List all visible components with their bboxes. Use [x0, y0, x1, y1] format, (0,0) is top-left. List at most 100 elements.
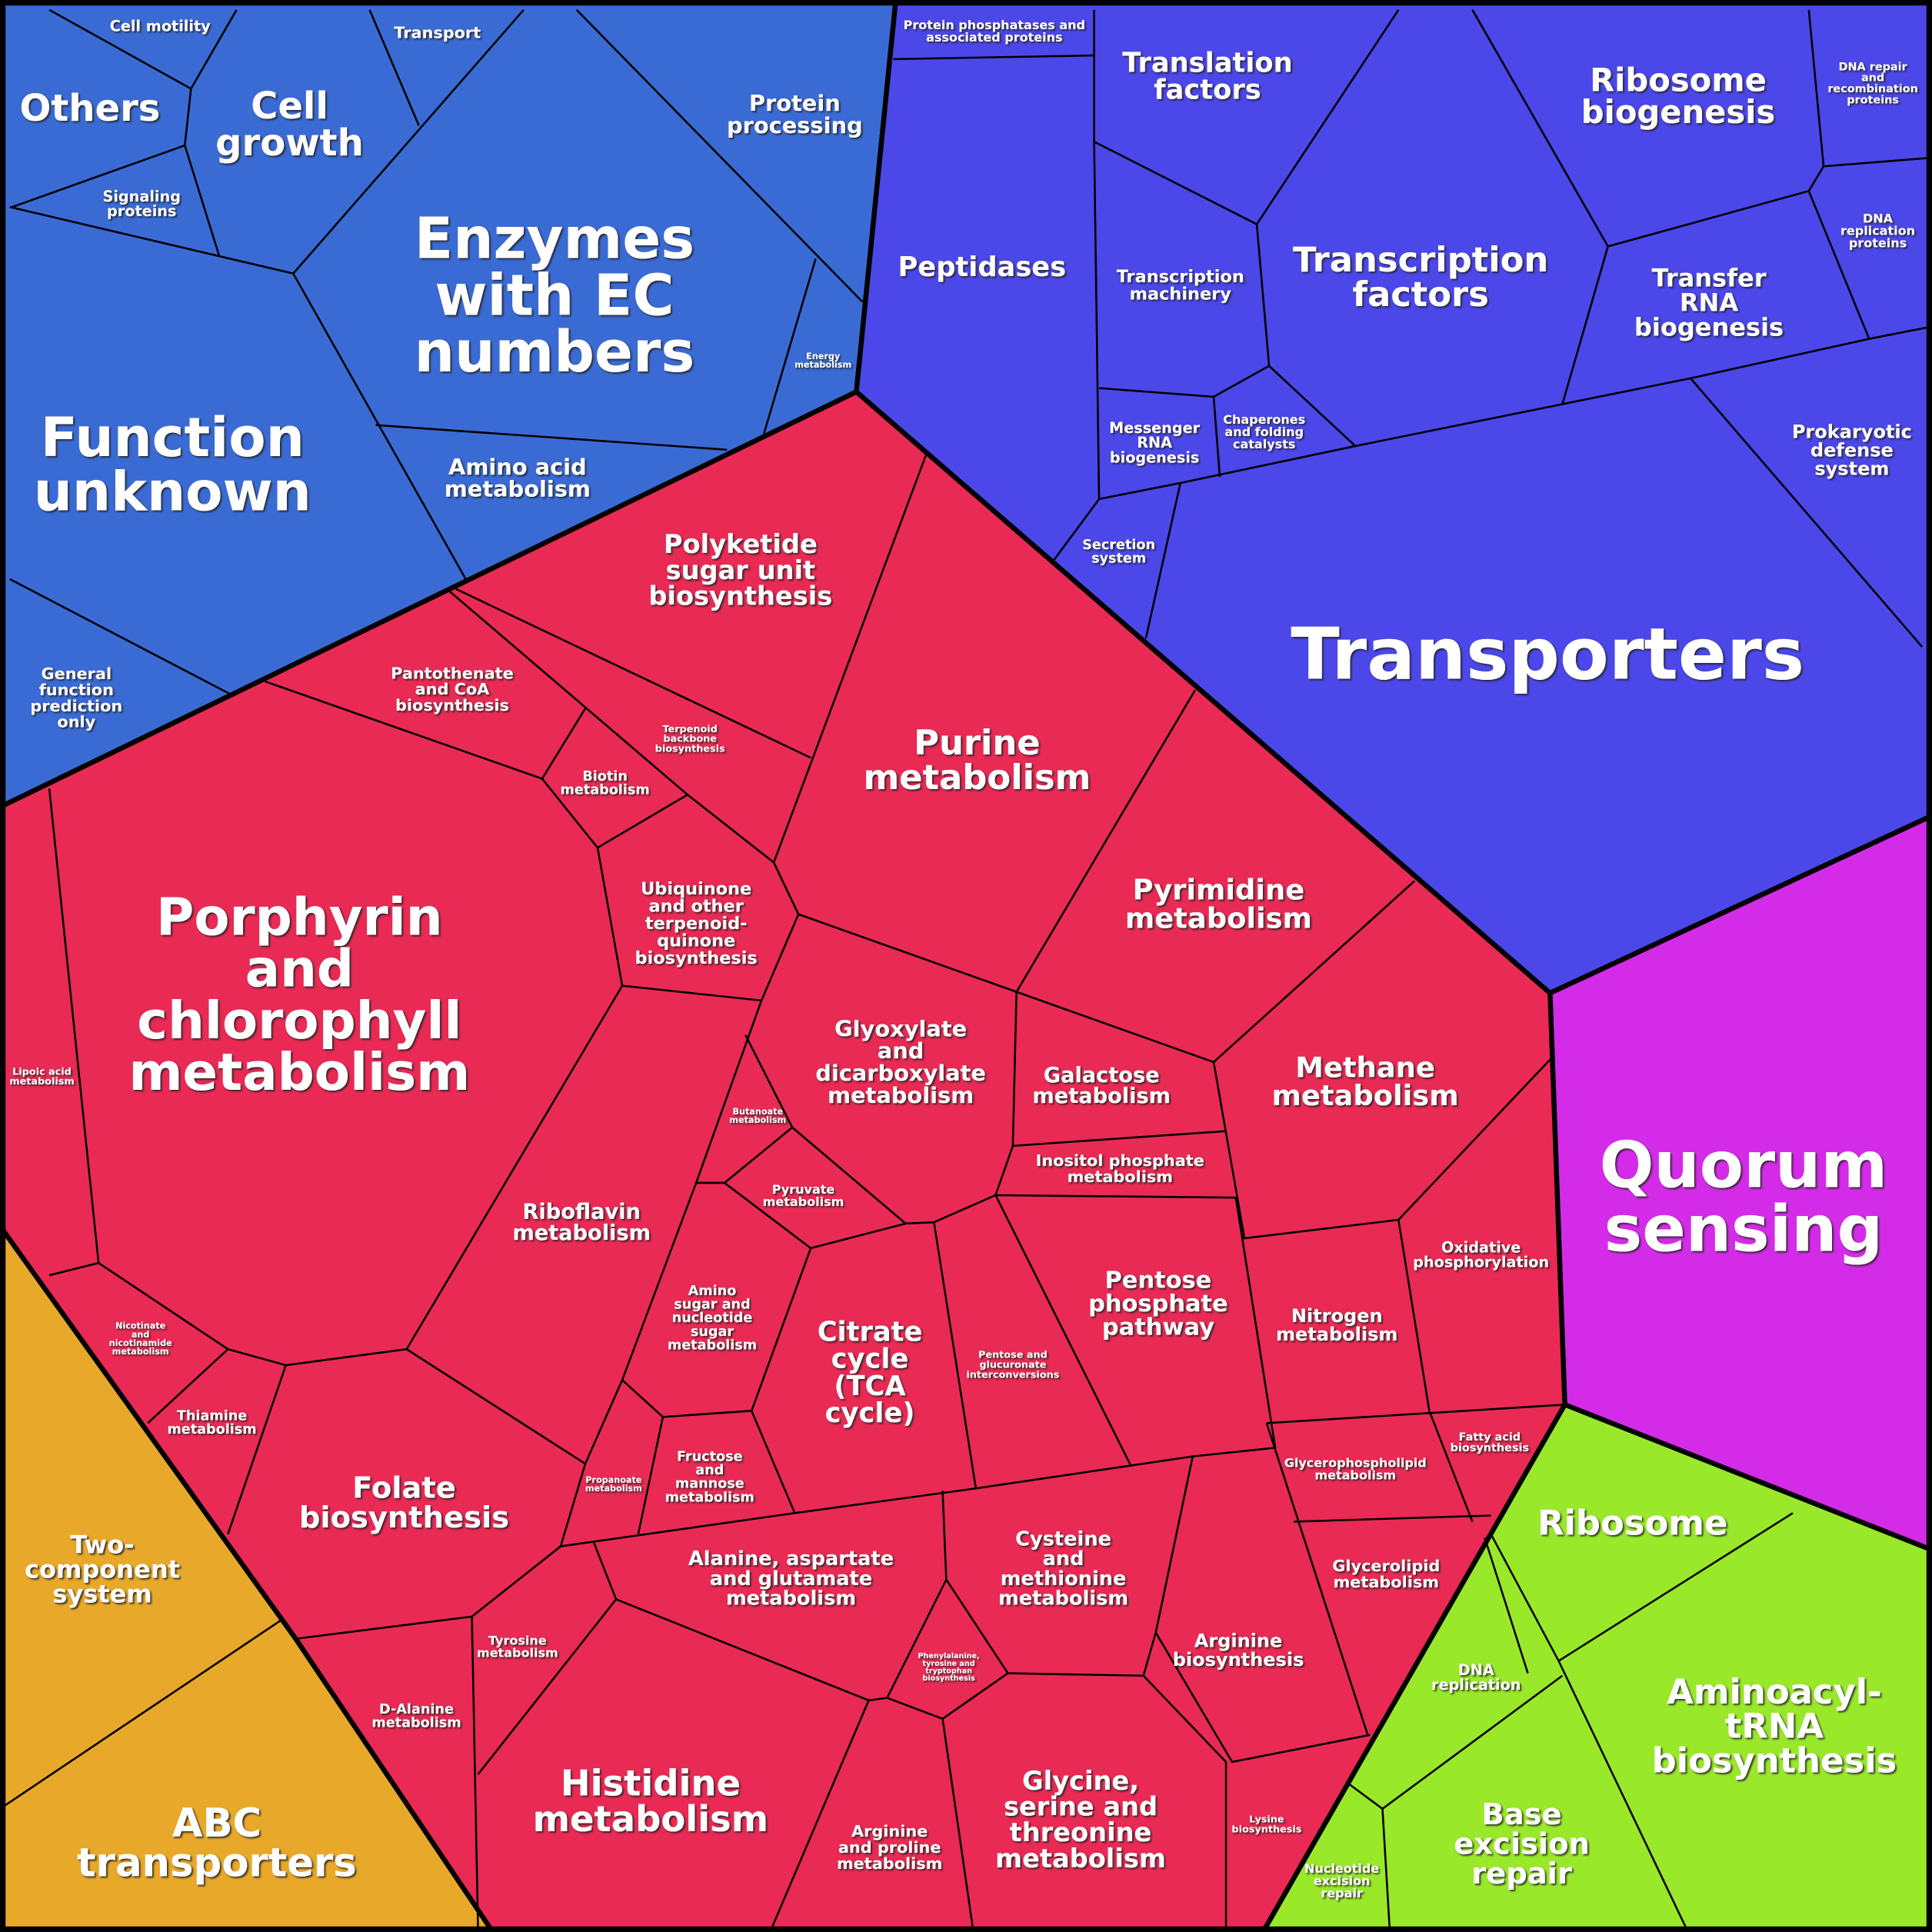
cell-label: metabolism	[112, 1347, 169, 1357]
cell-label: Pyrimidine	[1133, 874, 1305, 907]
cell-label: Inositol phosphate	[1036, 1151, 1204, 1170]
cell-label: Lipoic acid	[12, 1066, 72, 1078]
cell-border	[1690, 377, 1924, 648]
cell-border	[696, 1181, 906, 1250]
cell-label: Cysteine	[1015, 1528, 1111, 1551]
cell-border	[147, 1348, 229, 1424]
cell-label: sensing	[1604, 1192, 1883, 1267]
cell-label: metabolism	[1032, 1084, 1171, 1108]
cell-label: biogenesis	[1634, 313, 1784, 342]
cell-label: Messenger	[1109, 419, 1201, 437]
cell-label: sugar	[691, 1324, 734, 1340]
cell-label: pathway	[1102, 1314, 1214, 1341]
cell-label: metabolism	[1272, 1079, 1459, 1112]
cell-label: threonine	[1010, 1817, 1152, 1847]
cell-border	[0, 1619, 281, 1810]
cell-border	[763, 258, 817, 435]
cell-label: Transport	[394, 23, 481, 42]
cell-border	[560, 1447, 1276, 1547]
cell-label: metabolism	[167, 1422, 256, 1437]
cell-border	[471, 1545, 561, 1617]
cell-label: biosynthesis	[299, 1501, 509, 1535]
cell-label: only	[57, 713, 95, 731]
cell-border	[769, 1700, 870, 1932]
cell-label: prediction	[30, 697, 122, 715]
cell-label: Energy	[806, 351, 841, 361]
cell-border	[637, 1417, 665, 1534]
cell-label: Aminoacyl-	[1667, 1671, 1882, 1712]
cell-label: Fructose	[677, 1449, 743, 1464]
cell-border	[1265, 1422, 1369, 1736]
cell-label: RNA	[1680, 288, 1738, 318]
cell-label: backbone	[663, 734, 717, 745]
cell-label: dicarboxylate	[815, 1060, 986, 1086]
cell-label: Transcription	[1293, 239, 1548, 280]
cell-label: Citrate	[818, 1316, 923, 1347]
cell-label: system	[52, 1580, 152, 1609]
cell-label: metabolism	[9, 1076, 74, 1088]
cell-label: metabolism	[445, 476, 591, 502]
cell-label: factors	[1154, 75, 1261, 106]
cell-label: Chaperones	[1223, 412, 1305, 427]
cell-border	[477, 1598, 618, 1775]
cell-border	[292, 8, 525, 275]
cell-label: metabolism	[561, 783, 650, 798]
cell-border	[471, 1616, 479, 1932]
cell-label: metabolism	[371, 1715, 461, 1730]
cell-label: Others	[19, 87, 160, 130]
cell-label: DNA	[1863, 212, 1894, 226]
cell-label: recombination	[1827, 83, 1918, 95]
cell-border	[1557, 1660, 1689, 1932]
cell-label: proteins	[1849, 236, 1907, 251]
cell-label: biosynthesis	[1231, 1824, 1301, 1836]
cell-label: terpenoid-	[645, 914, 748, 934]
cell-label: methionine	[1001, 1567, 1127, 1591]
cell-label: serine and	[1004, 1791, 1158, 1821]
cell-label: sugar and	[674, 1297, 750, 1313]
cell-label: and proline	[838, 1838, 941, 1857]
cell-border	[295, 1615, 472, 1640]
cell-border	[368, 9, 420, 126]
cell-label: Peptidases	[898, 251, 1066, 283]
cell-label: and	[878, 1038, 924, 1064]
cell-border	[995, 1194, 1236, 1199]
cell-borders	[0, 8, 1932, 1932]
cell-label: Base	[1481, 1797, 1561, 1832]
cell-border	[994, 1194, 1132, 1467]
cell-label: metabolism	[763, 1194, 844, 1209]
cell-label: Terpenoid	[662, 724, 717, 735]
cell-border	[791, 991, 1018, 1225]
cell-border	[1015, 689, 1197, 993]
cell-label: biosynthesis	[1451, 1442, 1529, 1454]
cell-label: Alanine, aspartate	[688, 1547, 894, 1571]
cell-border	[933, 1222, 978, 1489]
cell-label: Glycerolipid	[1332, 1557, 1440, 1575]
cell-label: metabolism	[998, 1587, 1128, 1610]
cell-label: tyrosine and	[923, 1660, 975, 1668]
cell-border	[695, 1000, 763, 1184]
cell-border	[1234, 1197, 1277, 1448]
cell-border	[1012, 1130, 1227, 1148]
cell-border	[1212, 396, 1221, 478]
cell-label: and	[695, 1463, 724, 1478]
cell-label: Cell	[251, 85, 328, 128]
cell-label: factors	[1352, 274, 1488, 315]
cell-border	[12, 144, 185, 208]
cell-label: Ribosome	[1590, 61, 1767, 98]
cell-label: biosynthesis	[655, 744, 725, 755]
cell-border	[455, 588, 811, 759]
cell-label: and glutamate	[710, 1567, 872, 1591]
cell-label: metabolism	[1334, 1573, 1439, 1591]
cell-label: phosphorylation	[1413, 1254, 1549, 1271]
cell-label: Prokaryotic	[1792, 421, 1912, 442]
cell-label: excision	[1314, 1874, 1371, 1888]
cell-border	[265, 680, 543, 780]
cell-label: Purine	[914, 722, 1041, 763]
cell-label: Ubiquinone	[641, 879, 751, 899]
cell-label: (TCA	[834, 1371, 906, 1402]
cell-label: replication	[1840, 224, 1915, 238]
cell-label: metabolism	[995, 1844, 1166, 1874]
cell-label: metabolism	[828, 1082, 974, 1108]
